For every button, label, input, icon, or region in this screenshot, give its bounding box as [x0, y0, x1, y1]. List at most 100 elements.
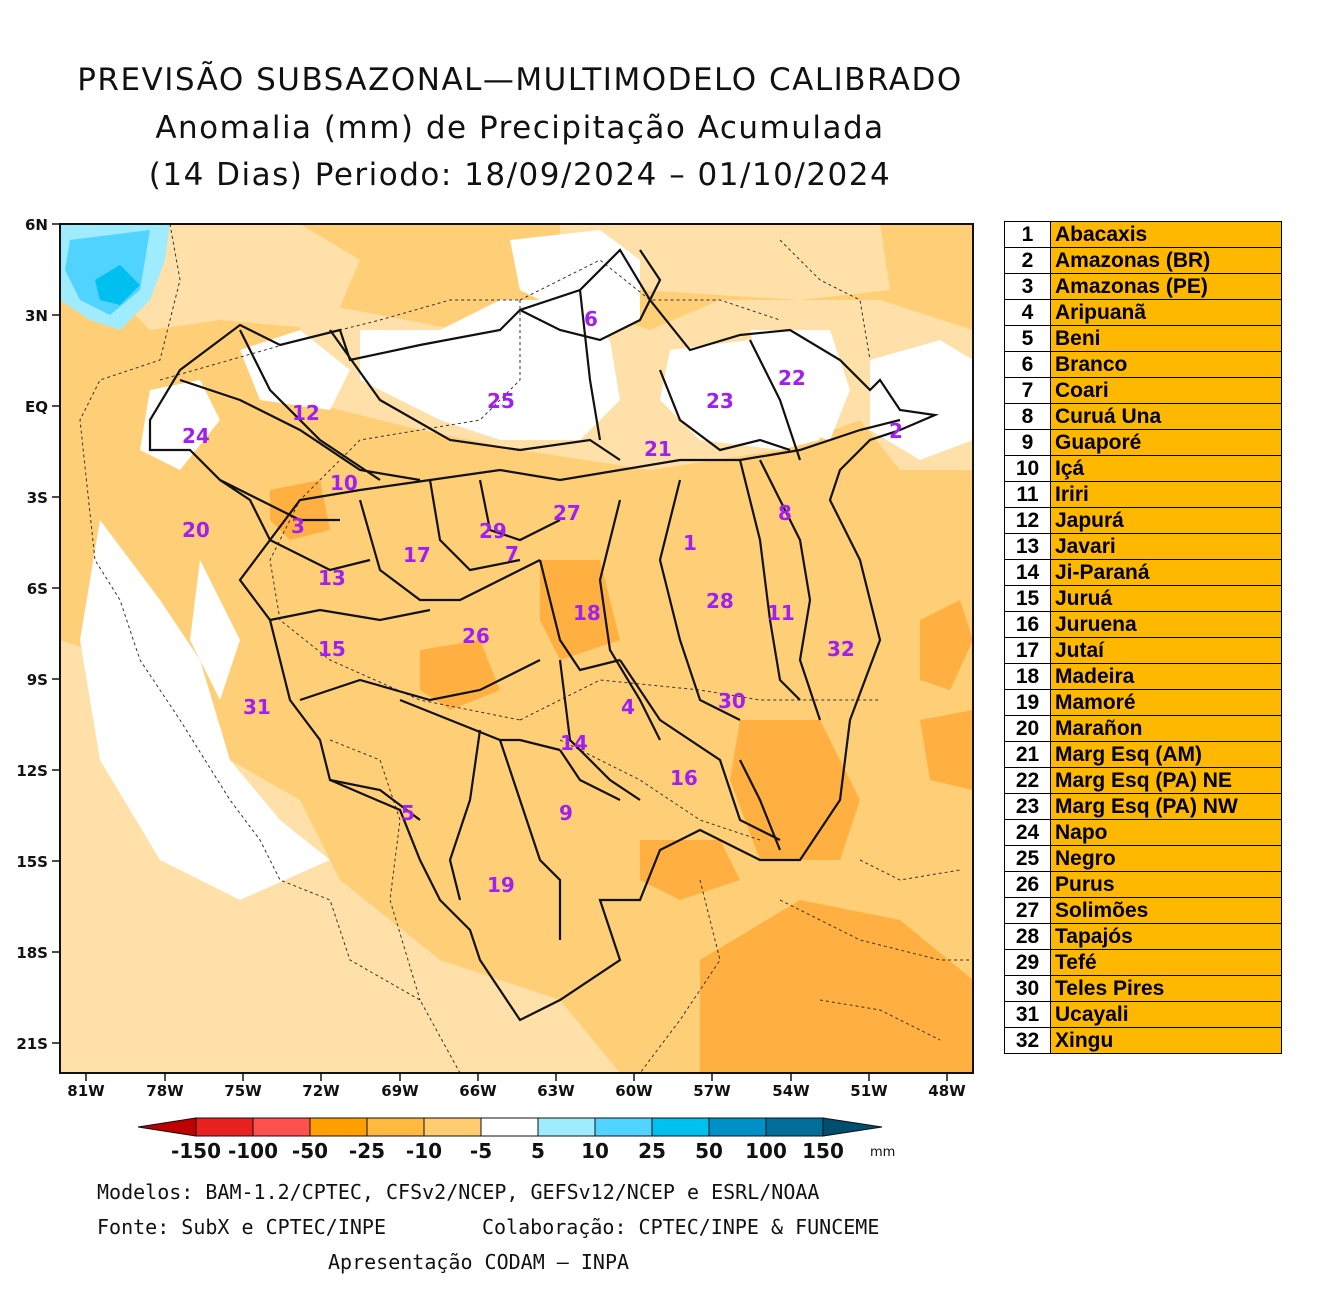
lon-label: 78W	[146, 1082, 184, 1100]
colorbar: -150 -100 -50 -25 -10 -5 5 10 25 50 100 …	[137, 1117, 895, 1163]
lat-label: 9S	[27, 671, 48, 689]
legend-row: 16 Juruena	[1004, 611, 1282, 638]
legend-row: 27 Solimões	[1004, 897, 1282, 924]
legend-row: 31 Ucayali	[1004, 1001, 1282, 1028]
legend-basin-name: Xingu	[1050, 1027, 1282, 1054]
colorbar-label: 50	[695, 1139, 723, 1163]
legend-row: 7 Coari	[1004, 377, 1282, 404]
legend-number: 23	[1004, 793, 1051, 820]
lat-label: 18S	[16, 944, 48, 962]
basin-number-markers: 1 2 3 4 5 6 7 8 9 10 11 12 13 14 15 16 1…	[182, 307, 903, 897]
footer-models: Modelos: BAM-1.2/CPTEC, CFSv2/NCEP, GEFS…	[97, 1180, 820, 1204]
colorbar-cell	[309, 1117, 368, 1137]
legend-row: 14 Ji-Paraná	[1004, 559, 1282, 586]
colorbar-cell	[708, 1117, 767, 1137]
lat-label: 3S	[27, 489, 48, 507]
legend-row: 26 Purus	[1004, 871, 1282, 898]
basin-marker-23: 23	[706, 389, 734, 413]
basin-marker-13: 13	[318, 566, 346, 590]
legend-basin-name: Beni	[1050, 325, 1282, 352]
basin-marker-19: 19	[487, 873, 515, 897]
map-title-line1: PREVISÃO SUBSAZONAL—MULTIMODELO CALIBRAD…	[77, 62, 963, 98]
lat-label: 15S	[16, 853, 48, 871]
lon-label: 66W	[459, 1082, 497, 1100]
legend-number: 4	[1004, 299, 1051, 326]
basin-marker-28: 28	[706, 589, 734, 613]
legend-number: 26	[1004, 871, 1051, 898]
legend-row: 13 Javari	[1004, 533, 1282, 560]
colorbar-cell	[651, 1117, 710, 1137]
lon-label: 48W	[928, 1082, 966, 1100]
lat-label: 21S	[16, 1035, 48, 1053]
legend-row: 11 Iriri	[1004, 481, 1282, 508]
legend-basin-name: Içá	[1050, 455, 1282, 482]
legend-row: 29 Tefé	[1004, 949, 1282, 976]
legend-basin-name: Jutaí	[1050, 637, 1282, 664]
legend-number: 19	[1004, 689, 1051, 716]
legend-row: 24 Napo	[1004, 819, 1282, 846]
legend-number: 29	[1004, 949, 1051, 976]
legend-basin-name: Japurá	[1050, 507, 1282, 534]
legend-basin-name: Marg Esq (AM)	[1050, 741, 1282, 768]
legend-row: 32 Xingu	[1004, 1027, 1282, 1054]
legend-number: 27	[1004, 897, 1051, 924]
legend-row: 12 Japurá	[1004, 507, 1282, 534]
legend-row: 4 Aripuanã	[1004, 299, 1282, 326]
legend-basin-name: Abacaxis	[1050, 221, 1282, 248]
legend-basin-name: Solimões	[1050, 897, 1282, 924]
basin-marker-26: 26	[462, 624, 490, 648]
map-frame	[59, 223, 974, 1074]
legend-number: 24	[1004, 819, 1051, 846]
legend-number: 14	[1004, 559, 1051, 586]
legend-number: 17	[1004, 637, 1051, 664]
basin-marker-21: 21	[644, 437, 672, 461]
legend-basin-name: Iriri	[1050, 481, 1282, 508]
colorbar-cell	[480, 1117, 539, 1137]
colorbar-cell	[594, 1117, 653, 1137]
lon-label: 69W	[381, 1082, 419, 1100]
map-title-line3: (14 Dias) Periodo: 18/09/2024 – 01/10/20…	[148, 157, 892, 193]
basin-marker-22: 22	[778, 366, 806, 390]
lat-label: 6S	[27, 580, 48, 598]
legend-number: 5	[1004, 325, 1051, 352]
legend-basin-name: Marg Esq (PA) NW	[1050, 793, 1282, 820]
legend-row: 15 Juruá	[1004, 585, 1282, 612]
basin-marker-5: 5	[401, 801, 415, 825]
legend-number: 12	[1004, 507, 1051, 534]
colorbar-cell	[195, 1117, 254, 1137]
lat-label: 3N	[25, 307, 48, 325]
basin-marker-20: 20	[182, 518, 210, 542]
anomaly-field	[60, 224, 973, 1073]
legend-row: 5 Beni	[1004, 325, 1282, 352]
legend-number: 8	[1004, 403, 1051, 430]
legend-row: 9 Guaporé	[1004, 429, 1282, 456]
basin-marker-30: 30	[718, 689, 746, 713]
basin-marker-1: 1	[683, 531, 697, 555]
colorbar-cell	[822, 1117, 883, 1137]
basin-marker-18: 18	[573, 601, 601, 625]
basin-marker-27: 27	[553, 501, 581, 525]
legend-row: 18 Madeira	[1004, 663, 1282, 690]
legend-number: 2	[1004, 247, 1051, 274]
basin-marker-10: 10	[330, 471, 358, 495]
legend-row: 10 Içá	[1004, 455, 1282, 482]
legend-row: 20 Marañon	[1004, 715, 1282, 742]
colorbar-cell	[252, 1117, 311, 1137]
basin-marker-6: 6	[584, 307, 598, 331]
legend-row: 1 Abacaxis	[1004, 221, 1282, 248]
basin-marker-17: 17	[403, 543, 431, 567]
lon-label: 75W	[224, 1082, 262, 1100]
legend-row: 17 Jutaí	[1004, 637, 1282, 664]
lat-label: 6N	[25, 216, 48, 234]
legend-number: 28	[1004, 923, 1051, 950]
legend-row: 25 Negro	[1004, 845, 1282, 872]
footer-source: Fonte: SubX e CPTEC/INPE	[97, 1215, 386, 1239]
basin-marker-29: 29	[479, 519, 507, 543]
footer-presentation: Apresentação CODAM – INPA	[328, 1250, 630, 1274]
colorbar-label: 150	[802, 1139, 844, 1163]
legend-basin-name: Amazonas (PE)	[1050, 273, 1282, 300]
basin-marker-14: 14	[560, 731, 588, 755]
lat-label: 12S	[16, 762, 48, 780]
basin-marker-31: 31	[243, 695, 271, 719]
